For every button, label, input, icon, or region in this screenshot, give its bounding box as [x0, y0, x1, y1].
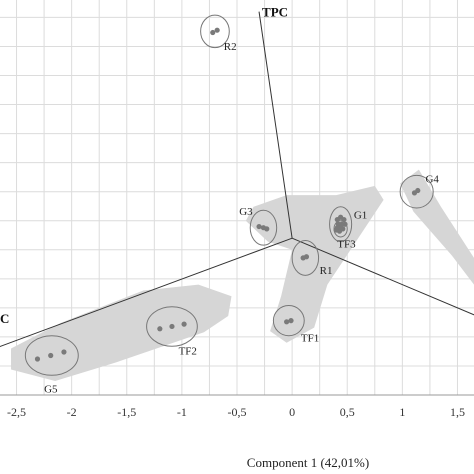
data-point-g1: [341, 216, 347, 223]
data-point-tf2: [169, 323, 175, 330]
group-label-g1: G1: [354, 209, 367, 221]
group-hull: [245, 185, 384, 343]
data-point-r2: [214, 27, 220, 33]
data-point-tf1: [284, 319, 290, 325]
data-point-tf2: [181, 321, 187, 327]
group-ellipse: [272, 305, 305, 337]
data-point-r1: [303, 254, 310, 260]
x-tick-label: 1,5: [450, 405, 465, 419]
data-point-g1: [342, 221, 348, 227]
x-tick-label: -2: [67, 405, 77, 419]
group-label-g3: G3: [239, 206, 253, 218]
group-label-tf1: TF1: [301, 333, 319, 345]
group-ellipse: [249, 209, 278, 246]
group-ellipse: [329, 206, 353, 243]
group-hull: [11, 284, 232, 382]
group-label-g4: G4: [425, 173, 439, 185]
x-tick-label: -2,5: [7, 405, 26, 419]
group-ellipse: [200, 14, 230, 49]
x-tick-label: 0: [289, 405, 295, 419]
data-point-g3: [256, 223, 262, 230]
data-point-g5: [48, 352, 54, 359]
data-point-g5: [34, 356, 41, 362]
group-ellipse: [399, 174, 434, 209]
group-label-r1: R1: [320, 265, 333, 277]
group-hull: [400, 169, 474, 285]
x-axis-label: Component 1 (42,01%): [247, 455, 369, 470]
data-point-tf2: [157, 326, 163, 332]
biplot-vector: [0, 237, 293, 348]
data-point-r2: [210, 29, 216, 36]
vector-label: TPC: [262, 5, 288, 20]
group-hulls: [11, 169, 474, 382]
data-point-g5: [61, 349, 67, 355]
x-tick-label: -1,5: [117, 405, 136, 419]
data-point-tf3: [338, 225, 344, 231]
x-tick-label: 0,5: [340, 405, 355, 419]
biplot-vector: [258, 11, 293, 239]
data-point-g4: [415, 187, 421, 194]
group-ellipse: [146, 306, 198, 347]
x-tick-label: -0,5: [228, 405, 247, 419]
data-points: [34, 27, 421, 362]
data-point-g3: [264, 226, 270, 232]
group-label-g5: G5: [44, 384, 58, 396]
group-ellipse: [24, 335, 79, 376]
x-tick-labels: -2,5 -2 -1,5 -1 -0,5 0 0,5 1 1,5: [7, 405, 465, 419]
x-tick-label: -1: [177, 405, 187, 419]
biplot-vector: [291, 237, 474, 316]
group-labels: R2 G4 G3 G1 TF3 R1 TF1 TF2 G5: [44, 41, 439, 396]
biplot-vectors: TPC C: [0, 5, 474, 348]
data-point-tf1: [288, 318, 294, 324]
group-ellipse: [291, 239, 320, 276]
group-label-tf3: TF3: [337, 238, 356, 250]
vector-label: C: [0, 311, 9, 326]
group-label-r2: R2: [224, 41, 237, 53]
group-label-tf2: TF2: [179, 345, 197, 357]
x-tick-label: 1: [399, 405, 405, 419]
